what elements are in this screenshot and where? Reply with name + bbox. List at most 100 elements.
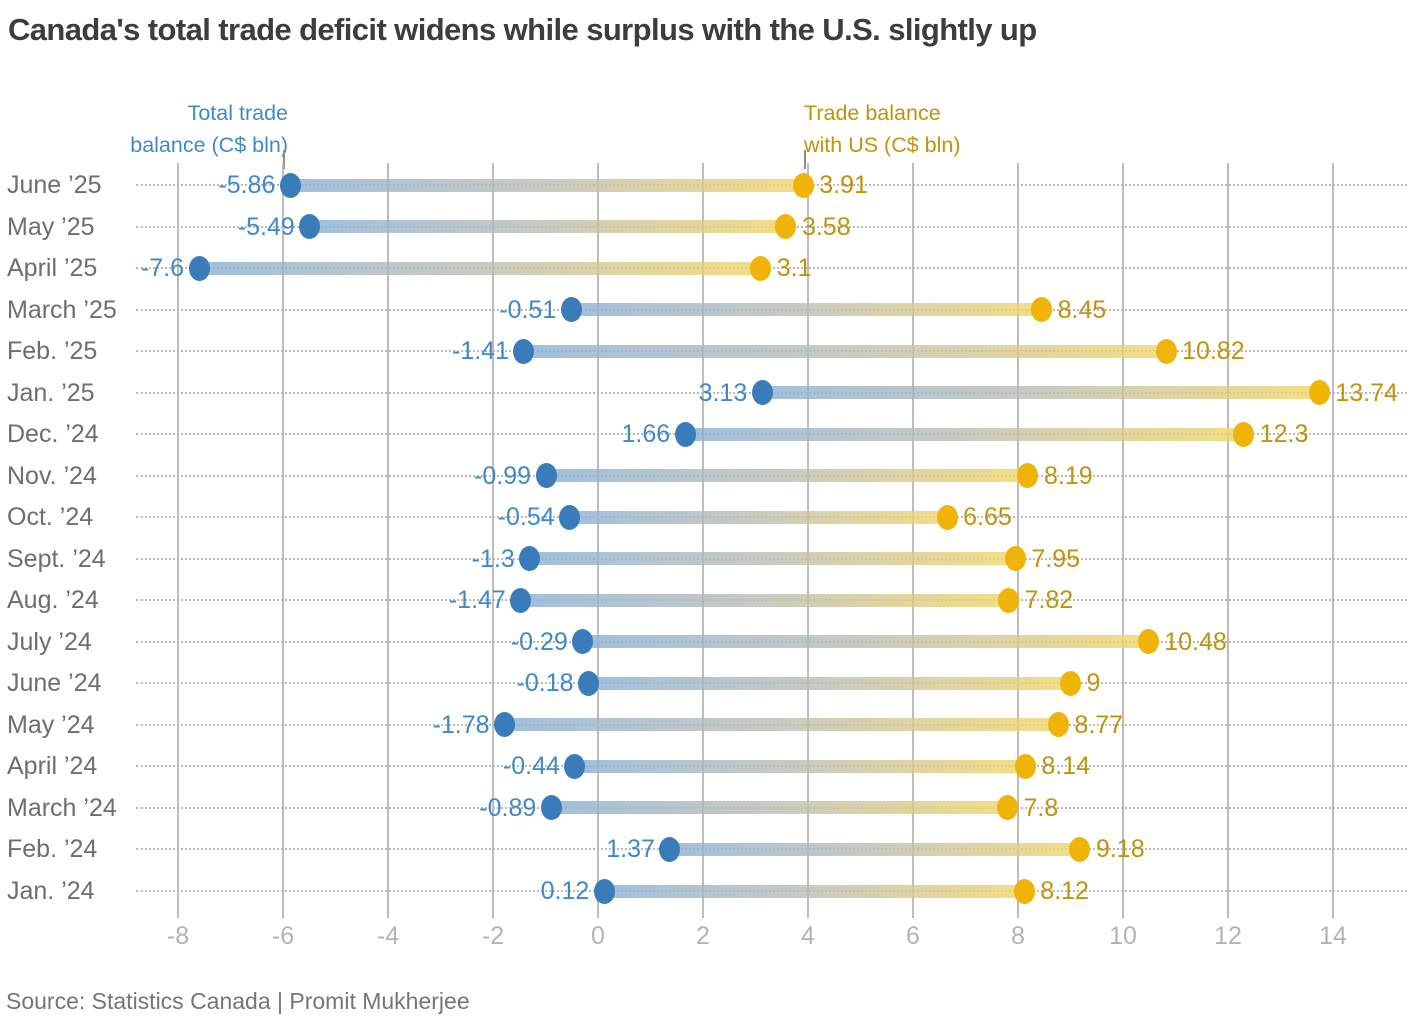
us-balance-value: 3.58	[801, 212, 851, 241]
us-balance-value: 8.77	[1074, 710, 1124, 739]
total-balance-dot	[572, 629, 594, 655]
total-balance-value: -0.89	[479, 793, 537, 822]
total-balance-value: -7.6	[140, 254, 184, 283]
total-balance-dot	[494, 712, 516, 738]
x-axis-tick-label: 2	[696, 922, 710, 950]
gridline-8	[1017, 163, 1019, 918]
total-balance-value: 1.66	[621, 420, 671, 449]
category-label: Feb. ’25	[7, 337, 98, 366]
category-label: Jan. ’25	[7, 378, 95, 407]
connector-bar	[588, 676, 1071, 690]
x-axis-tick-label: 8	[1011, 922, 1025, 950]
connector-bar	[551, 801, 1008, 815]
x-axis-tick-label: 14	[1319, 922, 1347, 950]
connector-bar	[529, 552, 1016, 566]
total-balance-dot	[674, 421, 696, 447]
us-balance-dot	[1047, 712, 1069, 738]
gridline-0	[597, 163, 599, 918]
us-balance-value: 7.95	[1031, 544, 1081, 573]
connector-bar	[523, 344, 1167, 358]
gridline-2	[702, 163, 704, 918]
x-axis-tick-label: 4	[801, 922, 815, 950]
us-balance-value: 12.3	[1259, 420, 1309, 449]
us-balance-dot	[1155, 338, 1177, 364]
category-label: Jan. ’24	[7, 877, 95, 905]
gridline--6	[282, 163, 284, 918]
total-balance-dot	[299, 214, 321, 240]
category-label: Nov. ’24	[7, 461, 97, 490]
category-label: June ’24	[7, 669, 102, 698]
total-balance-value: -1.78	[432, 710, 490, 739]
us-balance-dot	[750, 255, 772, 281]
total-balance-dot	[559, 504, 581, 530]
us-balance-dot	[1069, 836, 1091, 862]
total-balance-value: -0.44	[502, 752, 560, 781]
x-axis-tick-label: -6	[271, 922, 295, 950]
total-balance-dot	[593, 878, 615, 904]
us-balance-value: 6.65	[963, 503, 1012, 532]
us-balance-value: 7.8	[1023, 793, 1059, 822]
us-balance-dot	[1137, 629, 1159, 655]
total-balance-value: -0.18	[516, 669, 574, 698]
gridline-6	[912, 163, 914, 918]
x-axis-tick-label: 10	[1109, 922, 1137, 950]
x-axis-tick-label: 12	[1214, 922, 1242, 950]
source-credit: Source: Statistics Canada | Promit Mukhe…	[6, 988, 470, 1014]
us-balance-value: 7.82	[1024, 586, 1074, 615]
category-label: March ’25	[7, 295, 117, 324]
us-balance-dot	[1004, 546, 1026, 572]
total-balance-dot	[578, 670, 600, 696]
total-balance-value: 0.12	[540, 877, 590, 905]
connector-bar	[504, 718, 1059, 732]
us-balance-dot	[1013, 878, 1035, 904]
us-balance-dot	[1233, 421, 1255, 447]
total-balance-value: -0.51	[499, 295, 557, 324]
connector-bar	[520, 593, 1009, 607]
category-label: June ’25	[7, 171, 102, 199]
legend-us-line1: Trade balance	[804, 101, 941, 125]
total-balance-value: -1.47	[448, 586, 506, 615]
gridline--4	[387, 163, 389, 918]
us-balance-value: 9.18	[1095, 835, 1145, 864]
total-balance-dot	[560, 297, 582, 323]
us-balance-dot	[997, 795, 1018, 821]
us-balance-dot	[998, 587, 1020, 613]
total-balance-value: -1.3	[471, 544, 515, 573]
total-balance-value: -5.86	[218, 171, 276, 199]
connector-bar	[604, 884, 1025, 898]
total-balance-value: 3.13	[698, 378, 748, 407]
us-balance-value: 8.19	[1043, 461, 1093, 490]
legend-us-pointer-tick	[804, 150, 806, 169]
legend-us-line2: with US (C$ bln)	[804, 133, 961, 157]
category-label: April ’25	[7, 254, 98, 283]
gridline-4	[807, 163, 809, 918]
connector-bar	[199, 261, 761, 275]
category-label: Dec. ’24	[7, 420, 99, 449]
x-axis-tick-label: 0	[591, 922, 605, 950]
total-balance-dot	[540, 795, 562, 821]
connector-bar	[582, 635, 1149, 649]
legend-total-pointer-tick	[283, 150, 285, 169]
connector-bar	[569, 510, 948, 524]
category-label: May ’24	[7, 710, 95, 739]
total-balance-value: -0.54	[497, 503, 555, 532]
us-balance-value: 9	[1086, 669, 1101, 698]
category-label: March ’24	[7, 793, 117, 822]
row-leader-line	[136, 267, 1407, 270]
gridline-14	[1332, 163, 1334, 918]
category-label: May ’25	[7, 212, 95, 241]
us-balance-value: 8.45	[1057, 295, 1107, 324]
us-balance-dot	[1017, 463, 1039, 489]
total-balance-value: 1.37	[606, 835, 655, 864]
total-balance-dot	[659, 836, 681, 862]
connector-bar	[290, 178, 804, 192]
category-label: Sept. ’24	[7, 544, 106, 573]
legend-us-trade-balance: Trade balance with US (C$ bln)	[804, 97, 961, 161]
us-balance-value: 10.82	[1182, 337, 1245, 366]
x-axis-tick-label: -2	[481, 922, 505, 950]
us-balance-value: 3.91	[819, 171, 868, 199]
connector-bar	[685, 427, 1244, 441]
connector-bar	[669, 842, 1080, 856]
category-label: Oct. ’24	[7, 503, 94, 532]
